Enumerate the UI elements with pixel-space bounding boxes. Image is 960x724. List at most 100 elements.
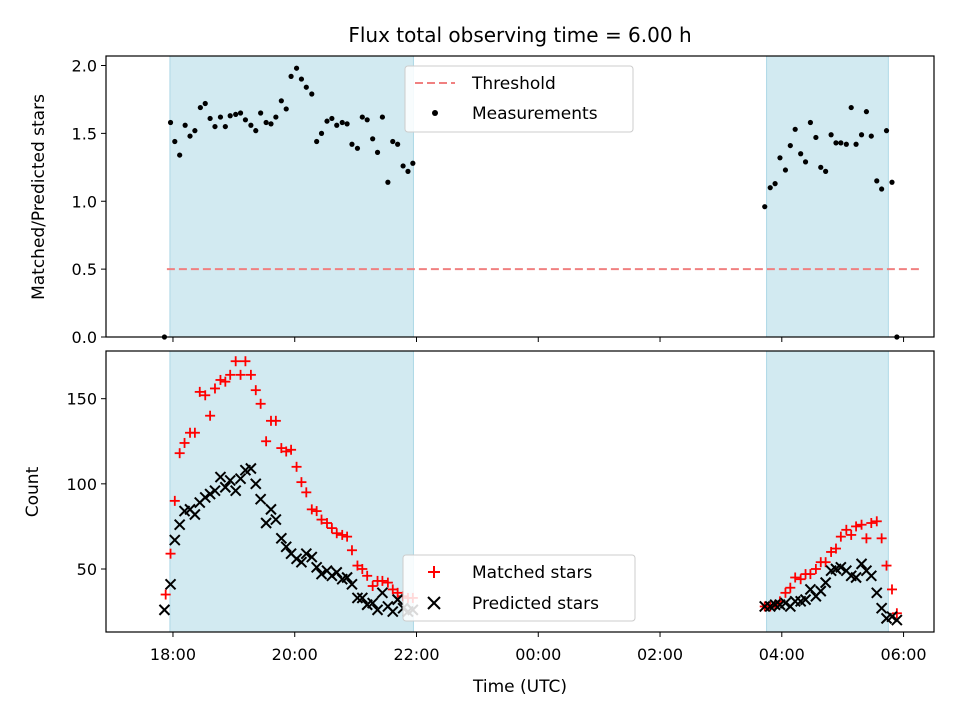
matched-star-point — [270, 415, 281, 426]
predicted-star-point — [254, 493, 267, 505]
predicted-star-point — [214, 471, 227, 483]
matched-star-point — [866, 518, 877, 529]
count-panel-y-axis: 50 100 150 — [66, 390, 106, 579]
measurement-point — [868, 133, 874, 139]
matched-star-point — [846, 529, 857, 540]
y-tick-label: 0.5 — [72, 260, 97, 279]
matched-star-point — [392, 587, 403, 598]
matched-star-point — [871, 516, 882, 527]
measurement-point — [828, 132, 834, 138]
measurement-point — [212, 123, 218, 130]
matched-star-point — [291, 461, 302, 472]
measurement-point — [309, 91, 315, 97]
measurement-point — [848, 104, 854, 111]
measurement-point — [798, 151, 804, 157]
x-tick-label: 04:00 — [759, 645, 805, 664]
predicted-star-point — [158, 604, 171, 616]
measurement-point — [172, 138, 178, 145]
predicted-star-point — [850, 571, 862, 584]
matched-star-point — [362, 570, 373, 581]
y-tick-label: 50 — [77, 560, 97, 579]
measurement-point — [318, 130, 325, 136]
matched-star-point — [281, 446, 292, 457]
x-tick-label: 06:00 — [881, 645, 927, 664]
measurement-point — [818, 164, 824, 170]
predicted-star-point — [209, 484, 221, 497]
predicted-star-point — [245, 462, 257, 475]
predicted-star-point — [219, 481, 232, 493]
y-tick-label: 100 — [66, 475, 97, 494]
matched-star-point — [876, 533, 887, 544]
predicted-star-point — [871, 587, 883, 599]
x-tick-label: 20:00 — [272, 645, 318, 664]
predicted-star-point — [769, 599, 781, 611]
measurement-point — [329, 115, 335, 122]
measurement-point — [858, 132, 865, 138]
measurement-point — [385, 179, 391, 185]
predicted-star-point — [391, 593, 404, 606]
count-panel-legend-box — [402, 554, 636, 622]
measurement-point — [370, 136, 376, 142]
measurement-point — [242, 117, 249, 123]
predicted-star-point — [173, 519, 186, 531]
measurement-point — [298, 76, 305, 82]
measurement-point — [853, 141, 859, 147]
predicted-star-point — [164, 578, 177, 591]
predicted-star-point — [229, 484, 242, 497]
matched-star-point — [851, 521, 862, 532]
predicted-star-point — [341, 571, 353, 584]
matched-star-point — [215, 374, 226, 385]
measurement-point — [787, 142, 793, 149]
x-tick-label: 02:00 — [637, 645, 683, 664]
x-tick-label: 00:00 — [515, 645, 561, 664]
chart-title: Flux total observing time = 6.00 h — [348, 23, 691, 47]
matched-star-point — [255, 398, 266, 409]
matched-star-point — [240, 356, 251, 367]
matched-star-point — [261, 436, 272, 447]
matched-star-point — [382, 577, 393, 588]
y-tick-label: 0.0 — [72, 328, 97, 347]
matched-star-point — [174, 448, 185, 459]
predicted-star-point — [169, 534, 181, 546]
predicted-star-point — [290, 553, 303, 565]
measurement-point — [233, 111, 239, 117]
measurement-point — [293, 65, 300, 71]
ratio-panel-x-ticks — [172, 337, 905, 342]
ratio-panel-series — [161, 65, 922, 340]
measurement-point — [359, 114, 365, 120]
matched-star-point — [179, 437, 190, 448]
matched-star-point — [160, 589, 171, 600]
shaded-observing-window — [169, 55, 414, 338]
matched-star-point — [367, 581, 378, 592]
matched-star-point — [785, 582, 796, 593]
predicted-star-point — [224, 474, 236, 487]
matched-star-point — [235, 369, 246, 380]
measurement-point — [843, 141, 849, 147]
measurement-point — [762, 204, 768, 210]
measurement-point — [879, 186, 885, 192]
measurement-point — [354, 145, 361, 151]
matched-star-point — [230, 356, 241, 367]
matched-star-point — [841, 524, 852, 535]
predicted-star-point — [376, 587, 389, 599]
measurement-point — [258, 110, 264, 116]
measurement-point — [767, 185, 773, 191]
legend-threshold-label: Threshold — [471, 74, 556, 94]
matched-star-point — [377, 575, 388, 586]
measurement-point — [379, 114, 386, 120]
ratio-panel-legend: Threshold Measurements — [404, 65, 634, 133]
ratio-panel-frame — [105, 55, 935, 338]
predicted-star-point — [189, 508, 201, 521]
measurement-point — [227, 113, 233, 119]
matched-star-point — [165, 548, 176, 559]
measurement-point — [207, 115, 213, 122]
legend-predicted-label: Predicted stars — [472, 594, 599, 614]
predicted-star-point — [371, 604, 384, 616]
predicted-star-point — [265, 503, 277, 516]
measurement-point — [314, 138, 320, 145]
measurement-point — [410, 160, 416, 166]
predicted-star-point — [387, 605, 399, 618]
count-panel-x-axis: 18:00 20:00 22:00 00:00 02:00 04:00 06:00 — [150, 632, 927, 664]
shaded-observing-window — [766, 55, 889, 338]
matched-star-point — [805, 569, 816, 580]
